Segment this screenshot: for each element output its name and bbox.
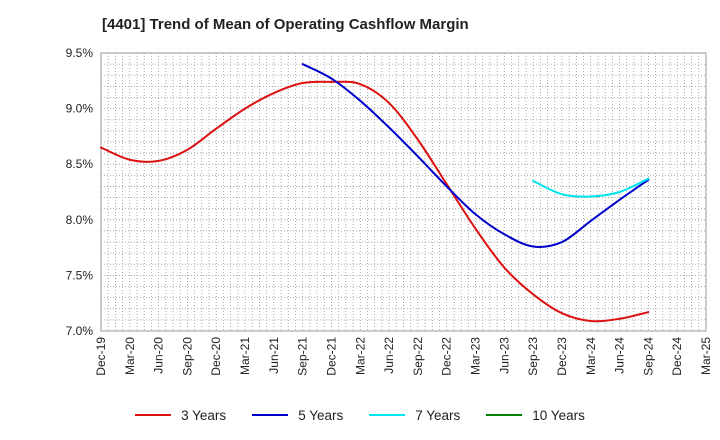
x-tick-label: Sep-23 (526, 337, 540, 376)
x-tick-label: Jun-23 (497, 337, 511, 374)
series-line-3-years (100, 80, 650, 323)
x-tick-label: Mar-20 (123, 337, 137, 375)
x-tick-label: Mar-22 (353, 337, 367, 375)
legend-item: 3 Years (135, 404, 226, 426)
x-tick-label: Dec-19 (94, 337, 108, 376)
y-tick-label: 7.5% (66, 268, 94, 282)
x-tick-label: Jun-22 (382, 337, 396, 374)
x-tick-label: Jun-21 (267, 337, 281, 374)
series-line-7-years (532, 177, 650, 198)
legend: 3 Years 5 Years 7 Years 10 Years (0, 404, 720, 426)
series-layer (100, 63, 650, 323)
y-tick-label: 9.5% (66, 46, 94, 60)
x-tick-label: Dec-21 (324, 337, 338, 376)
plot-frame (100, 52, 707, 332)
x-tick-label: Mar-25 (699, 337, 713, 375)
x-tick-label: Mar-21 (238, 337, 252, 375)
legend-label: 10 Years (532, 407, 585, 423)
x-tick-label: Jun-20 (152, 337, 166, 374)
legend-item: 7 Years (369, 404, 460, 426)
x-tick-label: Dec-24 (670, 337, 684, 376)
y-axis-ticks: 7.0% 7.5% 8.0% 8.5% 9.0% 9.5% (66, 46, 94, 338)
legend-label: 5 Years (298, 407, 344, 423)
x-tick-label: Sep-21 (296, 337, 310, 376)
x-axis-ticks: Dec-19 Mar-20 Jun-20 Sep-20 Dec-20 Mar-21 Jun-… (94, 337, 713, 376)
legend-label: 7 Years (415, 407, 461, 423)
x-tick-label: Mar-24 (584, 337, 598, 375)
legend-swatch (252, 414, 289, 416)
x-tick-label: Mar-23 (469, 337, 483, 375)
x-tick-label: Dec-23 (555, 337, 569, 376)
legend-item: 5 Years (252, 404, 343, 426)
legend-swatch (369, 414, 406, 416)
y-tick-label: 9.0% (66, 102, 94, 116)
legend-label: 3 Years (181, 407, 227, 423)
grid-layer (101, 53, 706, 331)
y-tick-label: 8.5% (66, 157, 94, 171)
legend-item: 10 Years (486, 404, 585, 426)
y-tick-label: 7.0% (66, 324, 94, 338)
legend-swatch (135, 414, 172, 416)
series-line-5-years (301, 63, 650, 248)
x-tick-label: Sep-20 (180, 337, 194, 376)
chart-title: [4401] Trend of Mean of Operating Cashfl… (102, 16, 469, 33)
x-tick-label: Sep-24 (641, 337, 655, 376)
x-tick-label: Dec-22 (440, 337, 454, 376)
x-tick-label: Jun-24 (613, 337, 627, 374)
x-tick-label: Dec-20 (209, 337, 223, 376)
legend-swatch (486, 414, 523, 416)
x-tick-label: Sep-22 (411, 337, 425, 376)
y-tick-label: 8.0% (66, 213, 94, 227)
